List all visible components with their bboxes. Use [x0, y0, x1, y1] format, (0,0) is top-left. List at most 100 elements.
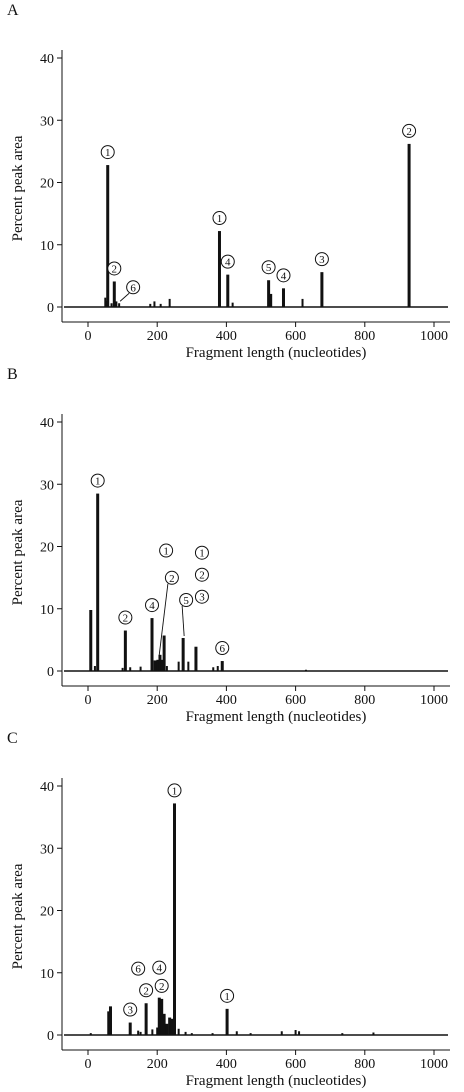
- x-tick-label: 200: [147, 693, 168, 708]
- y-tick-label: 40: [40, 780, 54, 795]
- x-tick-label: 1000: [420, 693, 448, 708]
- y-tick-label: 40: [40, 416, 54, 431]
- annotation-circle: [118, 610, 133, 625]
- peak-bar: [160, 998, 164, 1035]
- annotation-label: 6: [219, 643, 225, 655]
- peak-bar: [110, 303, 113, 307]
- y-tick-label: 20: [40, 905, 54, 920]
- annotation-label: 1: [217, 213, 223, 225]
- peak-bar: [269, 293, 273, 307]
- peak-bar: [162, 1013, 166, 1035]
- panel-label-c: C: [7, 730, 18, 747]
- annotation-leader: [181, 605, 185, 637]
- peak-bar: [168, 1017, 172, 1035]
- x-tick-label: 200: [147, 329, 168, 344]
- x-tick-label: 600: [285, 1057, 306, 1072]
- x-tick-label: 400: [216, 1057, 237, 1072]
- x-tick-label: 800: [354, 693, 375, 708]
- peak-bar: [129, 667, 132, 671]
- peak-bar: [231, 302, 234, 307]
- peak-bar: [216, 666, 219, 671]
- chart-panel-a: A 0 10 20 30 40 0 200 400 600 800 1000 Fragment len…: [0, 0, 464, 364]
- peak-bar: [128, 1022, 132, 1035]
- annotation-label: 6: [135, 964, 141, 976]
- annotation-label: 1: [105, 147, 111, 159]
- annotation-label: 1: [172, 785, 178, 797]
- y-tick-label: 30: [40, 842, 54, 857]
- peak-bar: [157, 997, 161, 1035]
- peak-bar: [104, 297, 107, 307]
- x-axis-title: Fragment length (nucleotides): [186, 709, 367, 725]
- annotation-circle: [194, 545, 209, 560]
- annotation-circle: [159, 543, 174, 558]
- x-tick-label: 1000: [420, 329, 448, 344]
- annotation-label: 5: [266, 262, 272, 274]
- annotation-circle: [100, 145, 115, 160]
- x-tick-label: 400: [216, 693, 237, 708]
- annotation-circle: [152, 960, 167, 975]
- annotation-circle: [179, 593, 194, 608]
- annotation-label: 2: [143, 985, 149, 997]
- annotation-label: 5: [183, 595, 189, 607]
- annotation-circle: [220, 254, 235, 269]
- annotation-circle: [261, 260, 276, 275]
- peak-bar: [93, 666, 96, 671]
- x-tick-label: 800: [354, 329, 375, 344]
- annotation-circle: [107, 261, 122, 276]
- y-tick-label: 10: [40, 967, 54, 982]
- x-tick-label: 1000: [420, 1057, 448, 1072]
- peak-bar: [407, 143, 411, 307]
- y-tick-label: 0: [47, 1029, 54, 1044]
- x-axis-title: Fragment length (nucleotides): [186, 1073, 367, 1089]
- x-tick-label: 400: [216, 329, 237, 344]
- chart-panel-b: B 0 10 20 30 40 0 200 400 600 800 1000 Fragment len…: [0, 364, 464, 728]
- annotation-circle: [314, 252, 329, 267]
- peak-bar: [170, 1018, 174, 1035]
- peak-bar: [150, 618, 154, 671]
- peak-bar: [139, 666, 142, 671]
- y-axis-title: Percent peak area: [10, 135, 26, 241]
- y-tick-label: 0: [47, 665, 54, 680]
- y-axis-title: Percent peak area: [10, 863, 26, 969]
- y-tick-label: 20: [40, 177, 54, 192]
- annotation-circle: [145, 598, 160, 613]
- annotation-circle: [212, 211, 227, 226]
- annotation-label: 3: [199, 592, 205, 604]
- x-tick-label: 600: [285, 329, 306, 344]
- x-tick-label: 800: [354, 1057, 375, 1072]
- peak-bar: [137, 1030, 140, 1035]
- peak-bar: [190, 1033, 193, 1035]
- annotation-label: 2: [406, 126, 412, 138]
- annotation-label: 2: [112, 263, 118, 275]
- peak-bar: [118, 303, 121, 307]
- peak-bar: [106, 165, 110, 307]
- annotation-label: 1: [95, 476, 101, 488]
- annotation-circle: [167, 783, 182, 798]
- peak-bar: [153, 301, 156, 307]
- annotation-label: 2: [123, 613, 129, 625]
- peak-bar: [108, 1006, 112, 1035]
- annotation-circle: [215, 641, 230, 656]
- x-tick-label: 200: [147, 1057, 168, 1072]
- peak-bar: [121, 667, 124, 671]
- peak-bar: [168, 298, 171, 307]
- peak-bar: [298, 1031, 301, 1035]
- annotation-leader: [119, 292, 130, 302]
- peak-bar: [211, 1033, 214, 1035]
- y-tick-label: 0: [47, 301, 54, 316]
- annotation-label: 2: [199, 570, 205, 582]
- peak-bar: [235, 1031, 238, 1035]
- peak-bar: [226, 274, 230, 307]
- peak-bar: [139, 1031, 142, 1035]
- x-tick-label: 0: [85, 693, 92, 708]
- peak-bar: [112, 281, 116, 307]
- annotation-label: 4: [149, 600, 155, 612]
- peak-bar: [165, 666, 168, 671]
- peak-bar: [96, 493, 100, 671]
- annotation-circle: [220, 988, 235, 1003]
- annotation-label: 3: [127, 1005, 133, 1017]
- annotation-circle: [276, 268, 291, 283]
- annotation-circle: [139, 983, 154, 998]
